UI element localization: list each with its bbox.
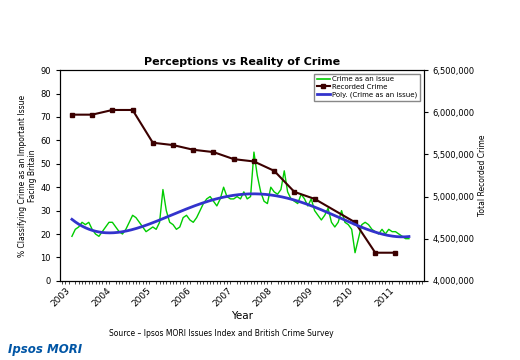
Y-axis label: Total Recorded Crime: Total Recorded Crime — [478, 135, 487, 216]
Y-axis label: % Classifying Crime as an Important Issue
Facing Britain: % Classifying Crime as an Important Issu… — [18, 94, 37, 257]
Title: Perceptions vs Reality of Crime: Perceptions vs Reality of Crime — [144, 57, 340, 67]
Legend: Crime as an issue, Recorded Crime, Poly. (Crime as an issue): Crime as an issue, Recorded Crime, Poly.… — [314, 74, 420, 100]
Text: Source – Ipsos MORI Issues Index and British Crime Survey: Source – Ipsos MORI Issues Index and Bri… — [109, 328, 334, 338]
Text: Perceptions of crime versus reality: Perceptions of crime versus reality — [6, 16, 376, 35]
Text: MORI: MORI — [477, 350, 490, 355]
Text: Ipsos MORI: Ipsos MORI — [8, 343, 82, 356]
Text: ipsos: ipsos — [472, 336, 495, 345]
X-axis label: Year: Year — [231, 311, 253, 321]
